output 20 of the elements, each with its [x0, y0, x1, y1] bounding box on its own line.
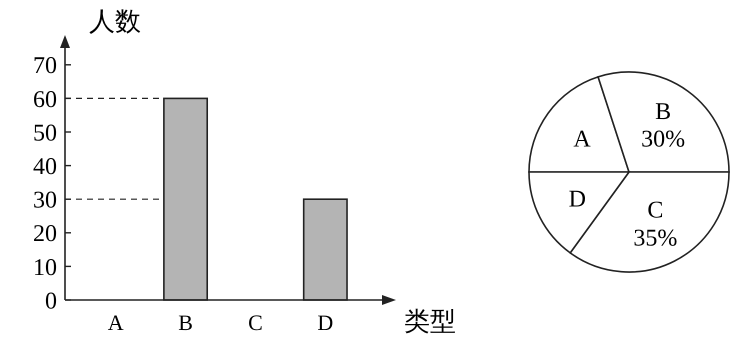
y-tick-label: 10: [33, 254, 57, 281]
y-axis-title: 人数: [89, 7, 141, 36]
y-tick-label: 20: [33, 221, 57, 248]
x-tick-label: B: [178, 310, 193, 335]
x-tick-label: D: [317, 310, 334, 335]
slice-label: D: [568, 186, 586, 213]
y-tick-label: 40: [33, 154, 57, 180]
data-label: 35%: [633, 225, 678, 252]
y-tick-label: 60: [33, 86, 57, 113]
y-tick-label: 30: [33, 188, 57, 214]
slice-label: B: [655, 99, 672, 126]
y-tick-label: 50: [33, 120, 57, 146]
x-tick-label: A: [108, 310, 124, 335]
slice-label: C: [647, 198, 664, 224]
slice-label: A: [573, 126, 592, 152]
data-label: 30%: [641, 126, 686, 153]
x-tick-label: C: [248, 310, 263, 335]
x-axis-title: 类型: [404, 307, 456, 336]
y-tick-label: 70: [33, 53, 57, 80]
y-tick-label: 0: [45, 288, 57, 314]
